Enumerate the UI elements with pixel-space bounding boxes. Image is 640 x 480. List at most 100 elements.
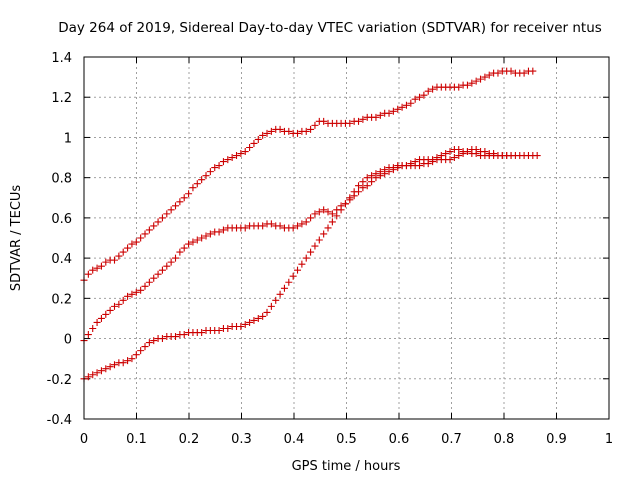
data-point — [407, 99, 415, 107]
data-point — [429, 156, 437, 164]
data-point — [389, 164, 397, 172]
data-point — [180, 331, 188, 339]
data-point — [311, 242, 319, 250]
data-point — [411, 95, 419, 103]
y-tick-label: 0.2 — [51, 292, 72, 307]
data-point — [298, 260, 306, 268]
y-tick-label: -0.4 — [47, 413, 72, 428]
data-point — [128, 355, 136, 363]
data-point — [307, 248, 315, 256]
data-point — [376, 168, 384, 176]
data-point — [84, 270, 92, 278]
data-point — [350, 188, 358, 196]
data-point — [381, 166, 389, 174]
data-point — [481, 73, 489, 81]
data-point — [180, 194, 188, 202]
data-point — [93, 369, 101, 377]
data-point — [285, 127, 293, 135]
data-point — [302, 254, 310, 262]
data-point — [311, 210, 319, 218]
data-point — [368, 172, 376, 180]
data-point — [176, 248, 184, 256]
data-point — [337, 206, 345, 214]
data-point — [346, 194, 354, 202]
data-point — [285, 278, 293, 286]
data-point — [346, 119, 354, 127]
data-point — [280, 284, 288, 292]
data-point — [520, 69, 528, 77]
data-point — [172, 202, 180, 210]
x-tick-label: 0.3 — [231, 432, 252, 447]
data-point — [455, 146, 463, 154]
data-point — [124, 292, 132, 300]
data-point — [341, 200, 349, 208]
data-point — [219, 226, 227, 234]
data-point — [211, 164, 219, 172]
series-upper — [80, 67, 537, 284]
data-point — [376, 111, 384, 119]
data-point — [215, 228, 223, 236]
data-markers — [80, 67, 541, 383]
data-point — [355, 182, 363, 190]
data-point — [93, 318, 101, 326]
data-point — [237, 150, 245, 158]
data-point — [137, 234, 145, 242]
y-tick-label: 1.2 — [51, 91, 72, 106]
data-point — [359, 184, 367, 192]
data-point — [193, 180, 201, 188]
data-point — [202, 172, 210, 180]
data-point — [328, 210, 336, 218]
data-point — [206, 168, 214, 176]
data-point — [359, 115, 367, 123]
data-point — [158, 214, 166, 222]
data-point — [468, 79, 476, 87]
y-tick-label: 0.8 — [51, 172, 72, 187]
x-tick-label: 0.7 — [441, 432, 462, 447]
data-point — [320, 206, 328, 214]
data-point — [145, 339, 153, 347]
data-point — [398, 103, 406, 111]
grid-lines — [84, 57, 609, 419]
data-point — [446, 156, 454, 164]
data-point — [97, 262, 105, 270]
x-tick-label: 0.9 — [546, 432, 567, 447]
data-point — [132, 288, 140, 296]
series-lower — [80, 146, 515, 383]
data-point — [472, 150, 480, 158]
data-point — [141, 343, 149, 351]
data-point — [385, 109, 393, 117]
y-tick-label: 0 — [64, 333, 72, 348]
x-tick-label: 0.4 — [284, 432, 305, 447]
data-point — [372, 113, 380, 121]
data-point — [198, 176, 206, 184]
data-point — [363, 182, 371, 190]
data-point — [176, 198, 184, 206]
data-point — [259, 222, 267, 230]
data-point — [102, 310, 110, 318]
data-point — [237, 322, 245, 330]
data-point — [263, 308, 271, 316]
data-point — [167, 206, 175, 214]
data-point — [359, 178, 367, 186]
data-point — [463, 81, 471, 89]
data-point — [420, 91, 428, 99]
data-point — [215, 327, 223, 335]
y-tick-label: -0.2 — [47, 373, 72, 388]
y-tick-labels: -0.4 -0.2 0 0.2 0.4 0.6 0.8 1 1.2 1.4 — [47, 51, 72, 428]
data-point — [289, 272, 297, 280]
data-point — [276, 125, 284, 133]
data-point — [180, 244, 188, 252]
data-point — [267, 302, 275, 310]
x-tick-label: 0.5 — [336, 432, 357, 447]
data-point — [402, 101, 410, 109]
data-point — [145, 278, 153, 286]
y-tick-label: 1.4 — [51, 51, 72, 66]
data-point — [294, 266, 302, 274]
data-point — [241, 148, 249, 156]
data-point — [102, 365, 110, 373]
data-point — [150, 274, 158, 282]
data-point — [150, 337, 158, 345]
data-point — [446, 148, 454, 156]
data-point — [254, 135, 262, 143]
